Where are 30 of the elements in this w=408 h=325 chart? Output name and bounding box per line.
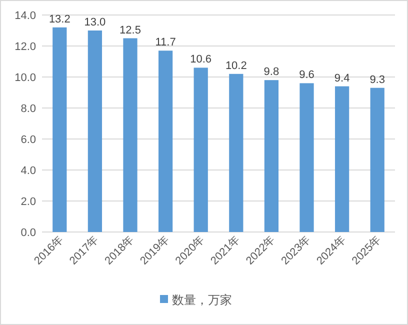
y-tick-label: 12.0 — [14, 41, 36, 53]
y-tick-label: 6.0 — [20, 134, 36, 146]
data-label: 13.2 — [48, 13, 70, 26]
bar — [88, 30, 102, 232]
bar — [229, 74, 244, 232]
data-label: 9.8 — [264, 66, 280, 78]
bar — [370, 88, 384, 232]
legend-label: 数量，万家 — [172, 293, 232, 307]
bar — [123, 38, 138, 232]
y-tick-label: 14.0 — [14, 10, 36, 22]
data-label: 10.6 — [190, 54, 212, 66]
data-label: 13.0 — [84, 16, 106, 28]
bar — [264, 80, 279, 232]
data-label: 12.5 — [120, 24, 141, 36]
bar — [158, 50, 173, 232]
data-label: 9.4 — [334, 72, 350, 84]
bar — [194, 68, 208, 232]
data-label: 11.7 — [155, 36, 176, 49]
data-label: 10.2 — [225, 60, 247, 72]
y-tick-label: 0.0 — [20, 227, 36, 239]
bar — [334, 86, 350, 232]
y-tick-label: 8.0 — [20, 103, 36, 115]
y-tick-label: 10.0 — [14, 72, 36, 84]
bar — [300, 83, 314, 232]
y-tick-label: 2.0 — [20, 196, 36, 208]
y-tick-label: 4.0 — [20, 165, 36, 177]
data-label: 9.6 — [299, 69, 314, 82]
legend: 数量，万家 — [160, 293, 232, 307]
data-label: 9.3 — [370, 74, 385, 86]
bar — [52, 27, 67, 232]
